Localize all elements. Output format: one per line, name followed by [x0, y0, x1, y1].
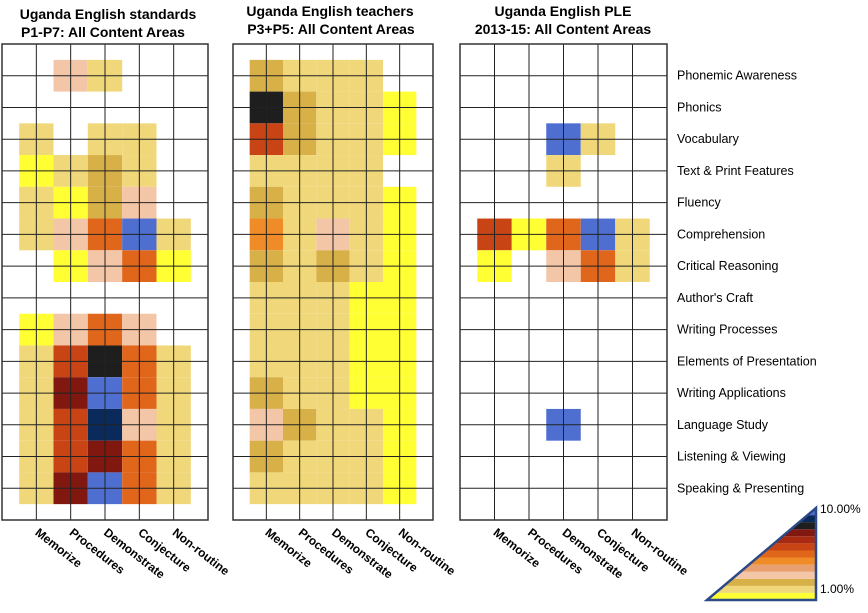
legend-band-9	[782, 529, 816, 537]
row-labels: Phonemic Awareness Phonics Vocabulary Text …	[677, 69, 817, 496]
legend-max-label: 10.00%	[820, 502, 861, 516]
panel-frame	[459, 43, 668, 521]
panel-3-title-line2: 2013-15: All Content Areas	[475, 21, 652, 37]
legend-band-7	[765, 543, 816, 551]
row-label-critical-reasoning: Critical Reasoning	[677, 259, 778, 273]
row-label-speaking-presenting: Speaking & Presenting	[677, 481, 804, 495]
legend-band-5	[748, 557, 816, 565]
legend-band-2	[723, 578, 816, 586]
row-label-vocabulary: Vocabulary	[677, 132, 740, 146]
row-label-listening-viewing: Listening & Viewing	[677, 450, 786, 464]
legend-band-11	[799, 515, 816, 523]
row-label-author-s-craft: Author's Craft	[677, 291, 754, 305]
panel-1-grid	[1, 43, 209, 521]
panel-3: Uganda English PLE 2013-15: All Content …	[459, 3, 691, 582]
panel-2-title-line1: Uganda English teachers	[246, 3, 413, 19]
row-label-writing-applications: Writing Applications	[677, 386, 786, 400]
panel-2-x-labels: MemorizeProceduresDemonstrateConjectureN…	[262, 525, 458, 581]
row-label-phonics: Phonics	[677, 100, 721, 114]
row-label-comprehension: Comprehension	[677, 227, 765, 241]
legend-triangle-outline	[703, 505, 818, 602]
panel-3-title-line1: Uganda English PLE	[495, 3, 632, 19]
panel-1-title-line1: Uganda English standards	[20, 6, 197, 22]
row-label-writing-processes: Writing Processes	[677, 323, 778, 337]
color-legend: 10.00% 1.00%	[703, 502, 861, 602]
legend-band-6	[757, 550, 816, 558]
panel-1-x-labels: MemorizeProceduresDemonstrateConjectureN…	[32, 525, 232, 581]
legend-band-4	[740, 564, 816, 572]
panel-frame	[232, 43, 434, 521]
legend-band-10	[790, 522, 816, 530]
row-label-elements-of-presentation: Elements of Presentation	[677, 354, 817, 368]
panel-3-x-labels: MemorizeProceduresDemonstrateConjectureN…	[491, 525, 691, 581]
panel-2-title-line2: P3+P5: All Content Areas	[247, 21, 415, 37]
row-label-fluency: Fluency	[677, 196, 722, 210]
legend-band-8	[774, 536, 816, 544]
row-label-text-print-features: Text & Print Features	[677, 164, 794, 178]
row-label-language-study: Language Study	[677, 418, 769, 432]
row-label-phonemic-awareness: Phonemic Awareness	[677, 69, 797, 83]
panel-1: Uganda English standards P1-P7: All Cont…	[1, 6, 232, 582]
legend-min-label: 1.00%	[820, 582, 854, 596]
panel-1-title-line2: P1-P7: All Content Areas	[21, 24, 185, 40]
legend-band-1	[715, 585, 816, 593]
panel-2-grid	[232, 43, 434, 521]
panel-2: Uganda English teachers P3+P5: All Conte…	[232, 3, 458, 582]
panel-3-grid	[459, 43, 668, 521]
legend-band-3	[732, 571, 816, 579]
panel-frame	[1, 43, 209, 521]
legend-band-0	[707, 592, 816, 600]
legend-bands	[703, 505, 818, 602]
